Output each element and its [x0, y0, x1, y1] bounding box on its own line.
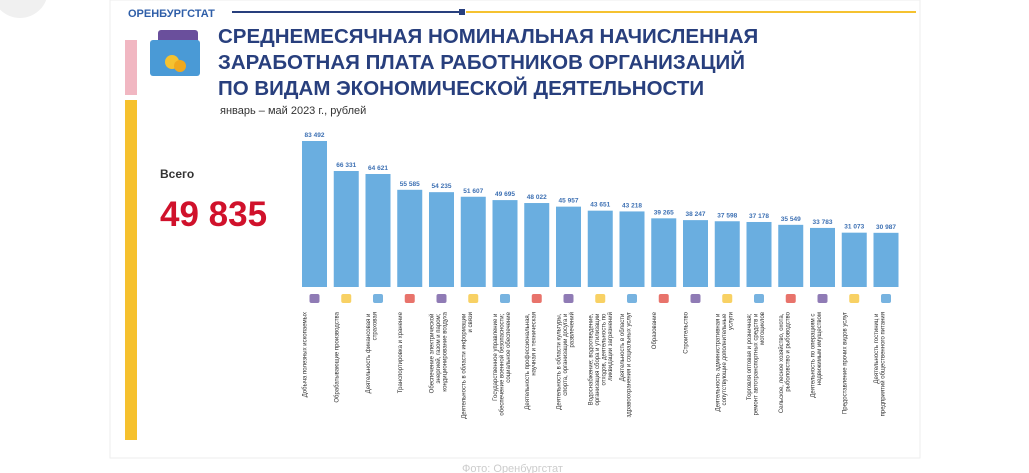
category-label: Деятельность административная и сопутств… [715, 312, 734, 411]
value-label: 51 607 [463, 188, 483, 195]
category-icon [595, 294, 606, 303]
category-icon [849, 294, 860, 303]
value-label: 49 695 [495, 191, 515, 198]
bar [778, 224, 804, 287]
stripe [125, 40, 137, 95]
category-label: Деятельность по операциям с недвижимым и… [811, 312, 824, 398]
value-label: 43 218 [622, 202, 642, 209]
category-label: Деятельность гостиниц и предприятий обще… [874, 312, 887, 416]
bar [587, 210, 613, 287]
bar [683, 220, 708, 287]
category-label: Добыча полезных ископаемых [303, 312, 309, 397]
category-label: Торговля оптовая и розничная; ремонт авт… [747, 312, 766, 415]
category-icon [404, 294, 415, 303]
value-label: 55 585 [400, 181, 420, 188]
bar [333, 171, 359, 287]
category-label: Строительство [684, 311, 690, 353]
bar [524, 203, 550, 287]
category-icon [722, 294, 733, 303]
bar [556, 206, 581, 287]
value-label: 66 331 [336, 162, 356, 169]
rule-dot [459, 9, 465, 15]
value-label: 31 073 [844, 224, 864, 231]
category-label: Предоставление прочих видов услуг [842, 311, 848, 414]
bar [651, 218, 677, 287]
value-label: 48 022 [527, 194, 547, 201]
category-icon [754, 294, 764, 303]
category-icon [563, 294, 574, 303]
category-icon [309, 294, 320, 303]
bar [397, 189, 423, 287]
category-label: Транспортировка и хранение [398, 311, 404, 393]
category-icon [373, 294, 383, 303]
caption: Фото: Оренбургстат [462, 463, 563, 473]
stripe [125, 100, 137, 440]
value-label: 37 178 [749, 213, 769, 220]
title: СРЕДНЕМЕСЯЧНАЯ НОМИНАЛЬНАЯ НАЧИСЛЕННАЯЗА… [218, 25, 758, 100]
bar [746, 221, 772, 287]
category-label: Деятельность в области культуры, спорта,… [557, 312, 576, 410]
subtitle: январь – май 2023 г., рублей [220, 105, 366, 117]
category-icon [785, 294, 796, 303]
value-label: 38 247 [686, 211, 706, 218]
bar [492, 200, 518, 287]
category-label: Сельское, лесное хозяйство, охота, рыбол… [778, 311, 792, 413]
bar [714, 221, 740, 287]
value-label: 30 987 [876, 224, 896, 231]
bar [841, 232, 867, 287]
bar [810, 227, 835, 287]
avatar [0, 0, 47, 18]
bar [429, 192, 454, 287]
category-icon [500, 294, 510, 303]
bar [873, 232, 899, 287]
title-line: ПО ВИДАМ ЭКОНОМИЧЕСКОЙ ДЕЯТЕЛЬНОСТИ [218, 76, 704, 100]
value-label: 35 549 [781, 216, 801, 223]
value-label: 45 957 [559, 198, 579, 205]
category-icon [817, 294, 828, 303]
value-label: 37 598 [717, 212, 737, 219]
category-label: Государственное управление и обеспечение… [493, 311, 512, 415]
value-label: 83 492 [305, 132, 325, 139]
value-label: 64 621 [368, 165, 388, 172]
category-icon [627, 294, 637, 303]
value-label: 43 651 [590, 202, 610, 209]
category-label: Обрабатывающие производства [334, 311, 340, 402]
category-icon [881, 294, 891, 303]
category-label: Деятельность в области информации и связ… [461, 312, 474, 419]
bar [365, 173, 391, 287]
title-line: СРЕДНЕМЕСЯЧНАЯ НОМИНАЛЬНАЯ НАЧИСЛЕННАЯ [218, 25, 758, 48]
value-label: 33 783 [813, 219, 833, 226]
category-label: Деятельность финансовая и страховая [366, 312, 379, 393]
category-icon [658, 294, 669, 303]
category-icon [436, 294, 447, 303]
category-label: Деятельность профессиональная, научная и… [525, 312, 538, 410]
category-label: Водоснабжение; водоотведение, организаци… [588, 312, 614, 406]
category-icon [468, 294, 479, 303]
bar [302, 141, 327, 287]
value-label: 54 235 [432, 183, 452, 190]
total-value: 49 835 [160, 195, 267, 234]
category-icon [341, 294, 352, 303]
bar [460, 196, 486, 287]
title-line: ЗАРАБОТНАЯ ПЛАТА РАБОТНИКОВ ОРГАНИЗАЦИЙ [218, 50, 745, 74]
category-label: Образование [652, 311, 658, 349]
category-label: Обеспечение электрической энергией, газо… [429, 311, 449, 393]
header: ОРЕНБУРГСТАТ [128, 8, 215, 20]
category-icon [531, 294, 542, 303]
total-label: Всего [160, 167, 194, 181]
category-icon [690, 294, 701, 303]
value-label: 39 265 [654, 209, 674, 216]
folder-icon [150, 30, 200, 76]
bar [619, 211, 645, 287]
category-label: Деятельность в области здравоохранения и… [620, 311, 633, 417]
